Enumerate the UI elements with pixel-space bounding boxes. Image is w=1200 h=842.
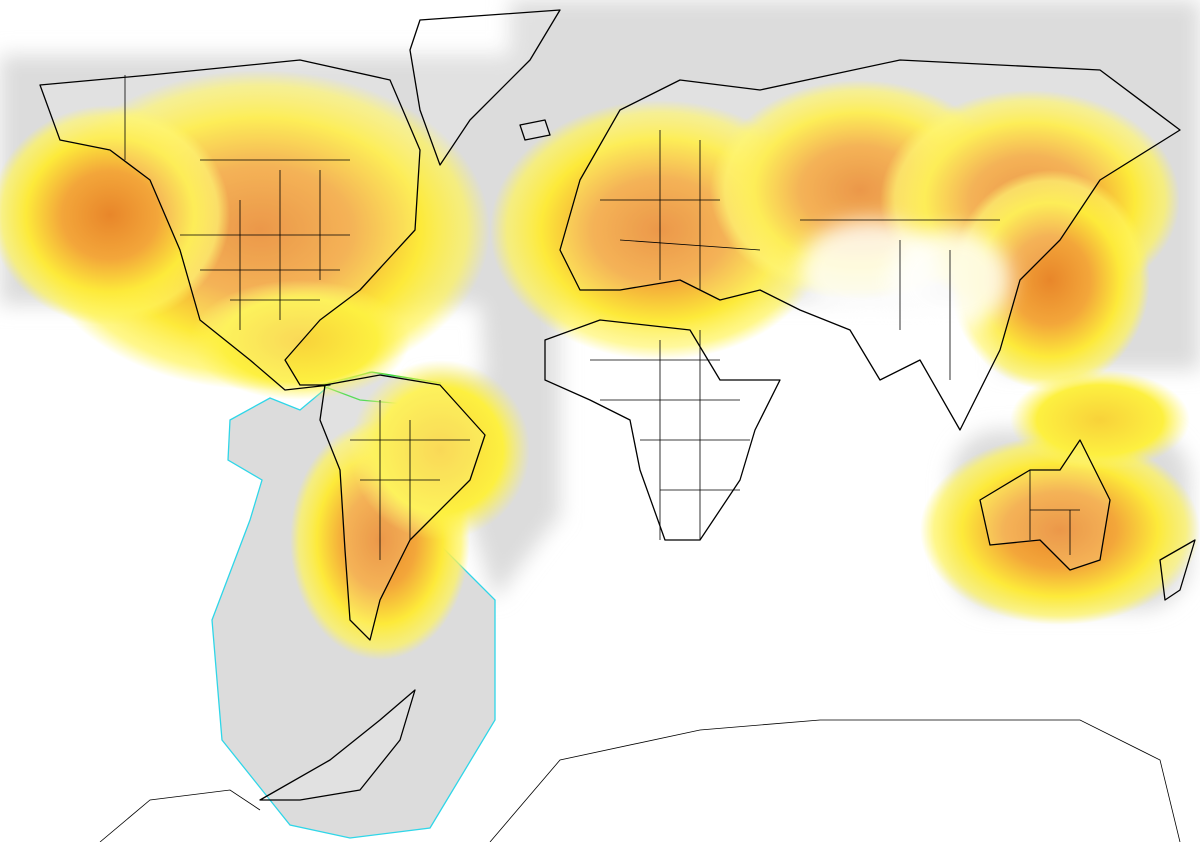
borders: [124, 75, 1080, 560]
coastlines: [39, 9, 1196, 842]
